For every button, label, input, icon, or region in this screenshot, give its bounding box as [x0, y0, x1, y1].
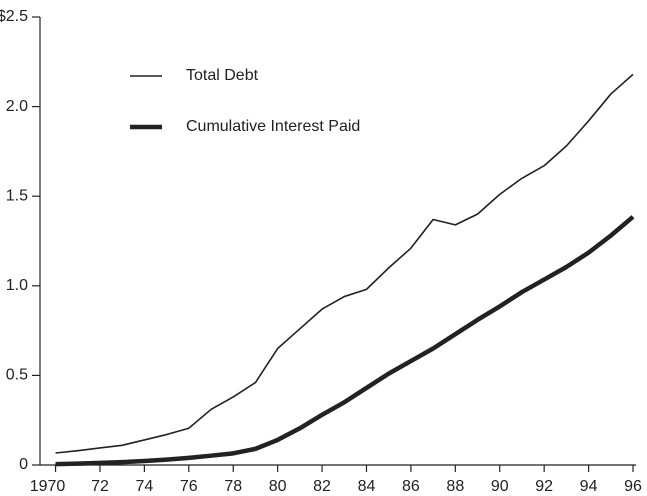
x-tick-label: 96	[624, 478, 642, 495]
y-tick-label: $2.5	[0, 8, 28, 25]
x-tick-label: 86	[402, 478, 420, 495]
x-tick-label: 72	[91, 478, 109, 495]
x-tick-label: 76	[180, 478, 198, 495]
x-tick-label: 80	[269, 478, 287, 495]
y-tick-label: 0	[19, 456, 28, 473]
data-line	[55, 73, 634, 454]
x-tick-label: 88	[446, 478, 464, 495]
x-tick-label: 1970	[30, 478, 66, 495]
y-tick-label: 2.0	[6, 98, 28, 115]
legend-label: Total Debt	[186, 67, 259, 84]
x-tick-label: 94	[580, 478, 598, 495]
x-tick-label: 84	[358, 478, 376, 495]
data-line	[55, 215, 635, 467]
x-tick-label: 74	[135, 478, 153, 495]
y-tick-label: 0.5	[6, 367, 28, 384]
x-tick-label: 82	[313, 478, 331, 495]
x-tick-label: 92	[535, 478, 553, 495]
y-tick-label: 1.5	[6, 187, 28, 204]
legend-label: Cumulative Interest Paid	[186, 118, 360, 135]
x-tick-label: 90	[491, 478, 509, 495]
x-tick-label: 78	[224, 478, 242, 495]
y-tick-label: 1.0	[6, 277, 28, 294]
